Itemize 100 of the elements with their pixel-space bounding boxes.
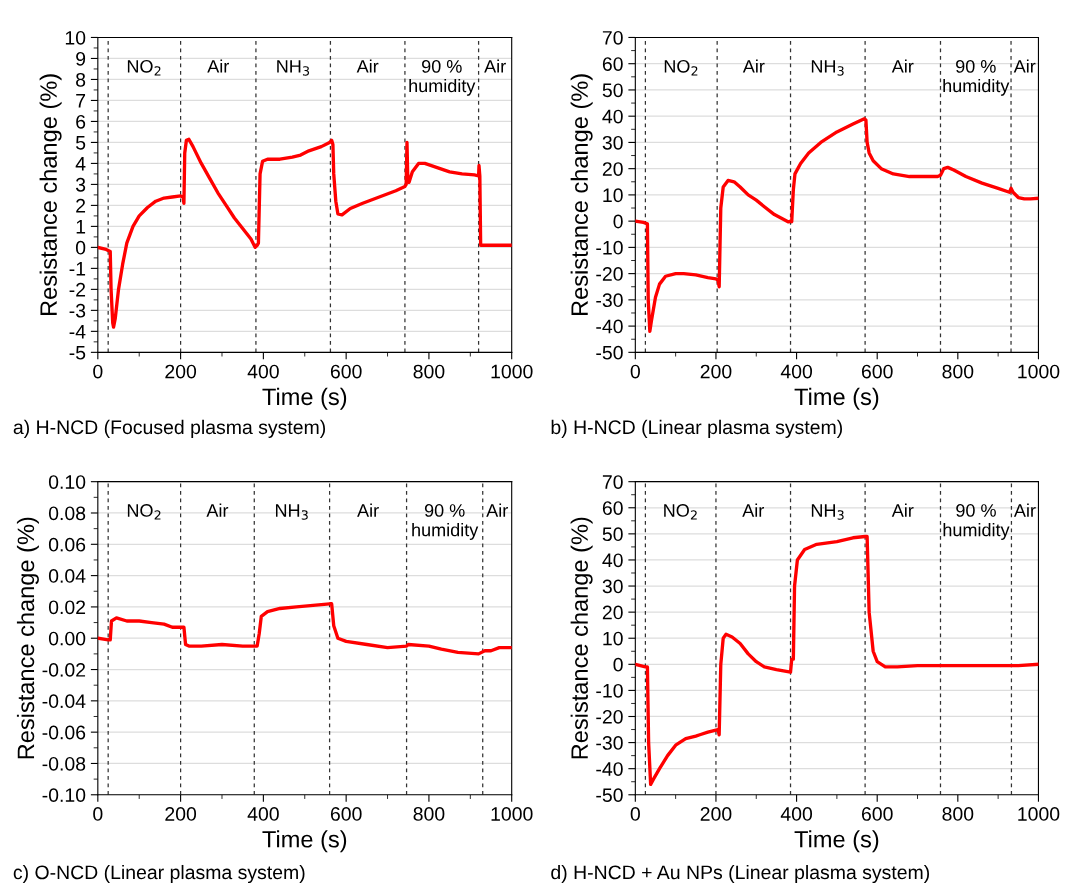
y-tick-label: 1 xyxy=(76,220,86,234)
annotation: Air xyxy=(1013,503,1036,517)
x-axis-title: Time (s) xyxy=(794,830,879,853)
y-tick-label: 40 xyxy=(602,553,623,568)
x-tick-label: 800 xyxy=(942,807,974,821)
y-tick-label: -2 xyxy=(69,282,86,297)
y-tick-label: 10 xyxy=(65,30,86,45)
y-tick-label: -1 xyxy=(69,262,86,276)
annotation: NH$_{3}$ xyxy=(811,504,844,520)
text: b) H-NCD (Linear plasma system) xyxy=(551,419,842,438)
x-tick-label: 0 xyxy=(630,364,640,379)
x-tick-label: 800 xyxy=(413,807,445,821)
annotation: NH$_{3}$ xyxy=(275,504,308,520)
y-tick-label: -0.02 xyxy=(42,663,86,677)
y-tick-label: 0.00 xyxy=(48,631,86,646)
y-tick-label: -0.06 xyxy=(42,725,86,740)
y-tick-label: 0.04 xyxy=(48,569,86,583)
annotation: NH$_{3}$ xyxy=(277,60,310,76)
annotation: NH$_{3}$ xyxy=(811,60,844,76)
annotation: Air xyxy=(206,503,229,517)
text: d) H-NCD + Au NPs (Linear plasma system) xyxy=(551,864,930,884)
x-tick-label: 200 xyxy=(165,364,197,379)
y-tick-label: 0.10 xyxy=(48,475,86,489)
annotation: Air xyxy=(356,59,379,73)
x-tick-label: 600 xyxy=(330,364,362,379)
y-axis-title: Resistance change (%) xyxy=(570,517,593,759)
annotation: Air xyxy=(357,503,379,517)
annotation: Air xyxy=(891,59,914,73)
y-tick-label: -30 xyxy=(596,293,623,308)
y-tick-label: 60 xyxy=(602,57,623,71)
x-tick-label: 1000 xyxy=(1018,807,1060,821)
y-axis-title: Resistance change (%) xyxy=(570,74,593,316)
x-tick-label: 200 xyxy=(700,364,732,379)
x-tick-label: 400 xyxy=(780,807,813,821)
x-tick-label: 200 xyxy=(700,807,732,821)
line-series xyxy=(97,602,512,656)
y-tick-label: 3 xyxy=(75,177,86,192)
x-tick-label: 0 xyxy=(93,807,103,821)
x-tick-label: 200 xyxy=(165,807,197,821)
y-tick-label: -30 xyxy=(596,736,623,750)
y-tick-label: 0 xyxy=(75,240,86,255)
x-tick-label: 800 xyxy=(413,364,445,379)
y-tick-label: 50 xyxy=(602,527,623,542)
y-tick-label: -50 xyxy=(596,345,623,360)
x-tick-label: 400 xyxy=(780,364,813,379)
x-tick-label: 400 xyxy=(247,364,279,379)
y-tick-label: -50 xyxy=(596,788,623,803)
y-tick-label: 0.08 xyxy=(48,506,86,521)
x-tick-label: 1000 xyxy=(491,364,533,379)
y-tick-label: 20 xyxy=(602,162,623,176)
x-tick-label: 800 xyxy=(942,364,974,379)
annotation: 90 % humidity xyxy=(409,59,476,96)
y-tick-label: 10 xyxy=(603,188,623,203)
y-tick-label: -5 xyxy=(69,346,86,360)
annotation: NO$_{2}$ xyxy=(127,504,161,520)
y-tick-label: 70 xyxy=(602,475,623,489)
y-tick-label: 8 xyxy=(76,72,86,87)
x-tick-label: 1000 xyxy=(1018,364,1060,379)
y-tick-label: -0.08 xyxy=(42,756,86,771)
y-tick-label: -3 xyxy=(69,303,86,318)
y-tick-label: 60 xyxy=(602,501,623,516)
annotation: Air xyxy=(207,59,229,73)
annotation: 90 % humidity xyxy=(943,59,1010,96)
y-tick-label: -20 xyxy=(596,267,623,281)
y-tick-label: 0.06 xyxy=(48,537,86,552)
y-tick-label: -0.04 xyxy=(42,694,86,709)
y-tick-label: 0.02 xyxy=(48,600,86,615)
y-tick-label: 4 xyxy=(75,157,86,171)
y-tick-label: -20 xyxy=(596,709,623,724)
x-tick-label: 600 xyxy=(861,364,893,379)
annotation: Air xyxy=(891,503,914,517)
annotation: NO$_{2}$ xyxy=(664,504,697,520)
x-tick-label: 1000 xyxy=(491,807,533,821)
x-tick-label: 600 xyxy=(861,807,893,821)
y-tick-label: 5 xyxy=(75,136,86,150)
annotation: Air xyxy=(1013,59,1036,73)
y-tick-label: 30 xyxy=(602,579,623,594)
text: a) H-NCD (Focused plasma system) xyxy=(13,419,326,438)
y-tick-label: 20 xyxy=(602,605,623,620)
x-tick-label: 0 xyxy=(630,807,640,821)
y-tick-label: -10 xyxy=(596,683,623,698)
x-tick-label: 0 xyxy=(93,364,103,379)
annotation: NO$_{2}$ xyxy=(127,59,161,76)
x-tick-label: 400 xyxy=(247,807,279,821)
y-tick-label: -4 xyxy=(69,325,86,339)
y-tick-label: -10 xyxy=(596,240,623,255)
y-tick-label: 9 xyxy=(76,51,86,66)
x-axis-title: Time (s) xyxy=(794,387,879,410)
y-tick-label: 70 xyxy=(602,30,623,45)
annotation: NO$_{2}$ xyxy=(664,59,698,76)
x-axis-title: Time (s) xyxy=(262,830,347,853)
y-tick-label: -0.10 xyxy=(42,788,86,803)
y-axis-title: Resistance change (%) xyxy=(16,517,39,759)
y-tick-label: 6 xyxy=(76,114,86,129)
x-tick-label: 600 xyxy=(330,807,362,821)
annotation: Air xyxy=(742,59,765,73)
annotation: Air xyxy=(484,59,506,73)
y-tick-label: 40 xyxy=(602,109,623,124)
annotation: Air xyxy=(486,503,508,517)
y-tick-label: 30 xyxy=(602,135,623,150)
